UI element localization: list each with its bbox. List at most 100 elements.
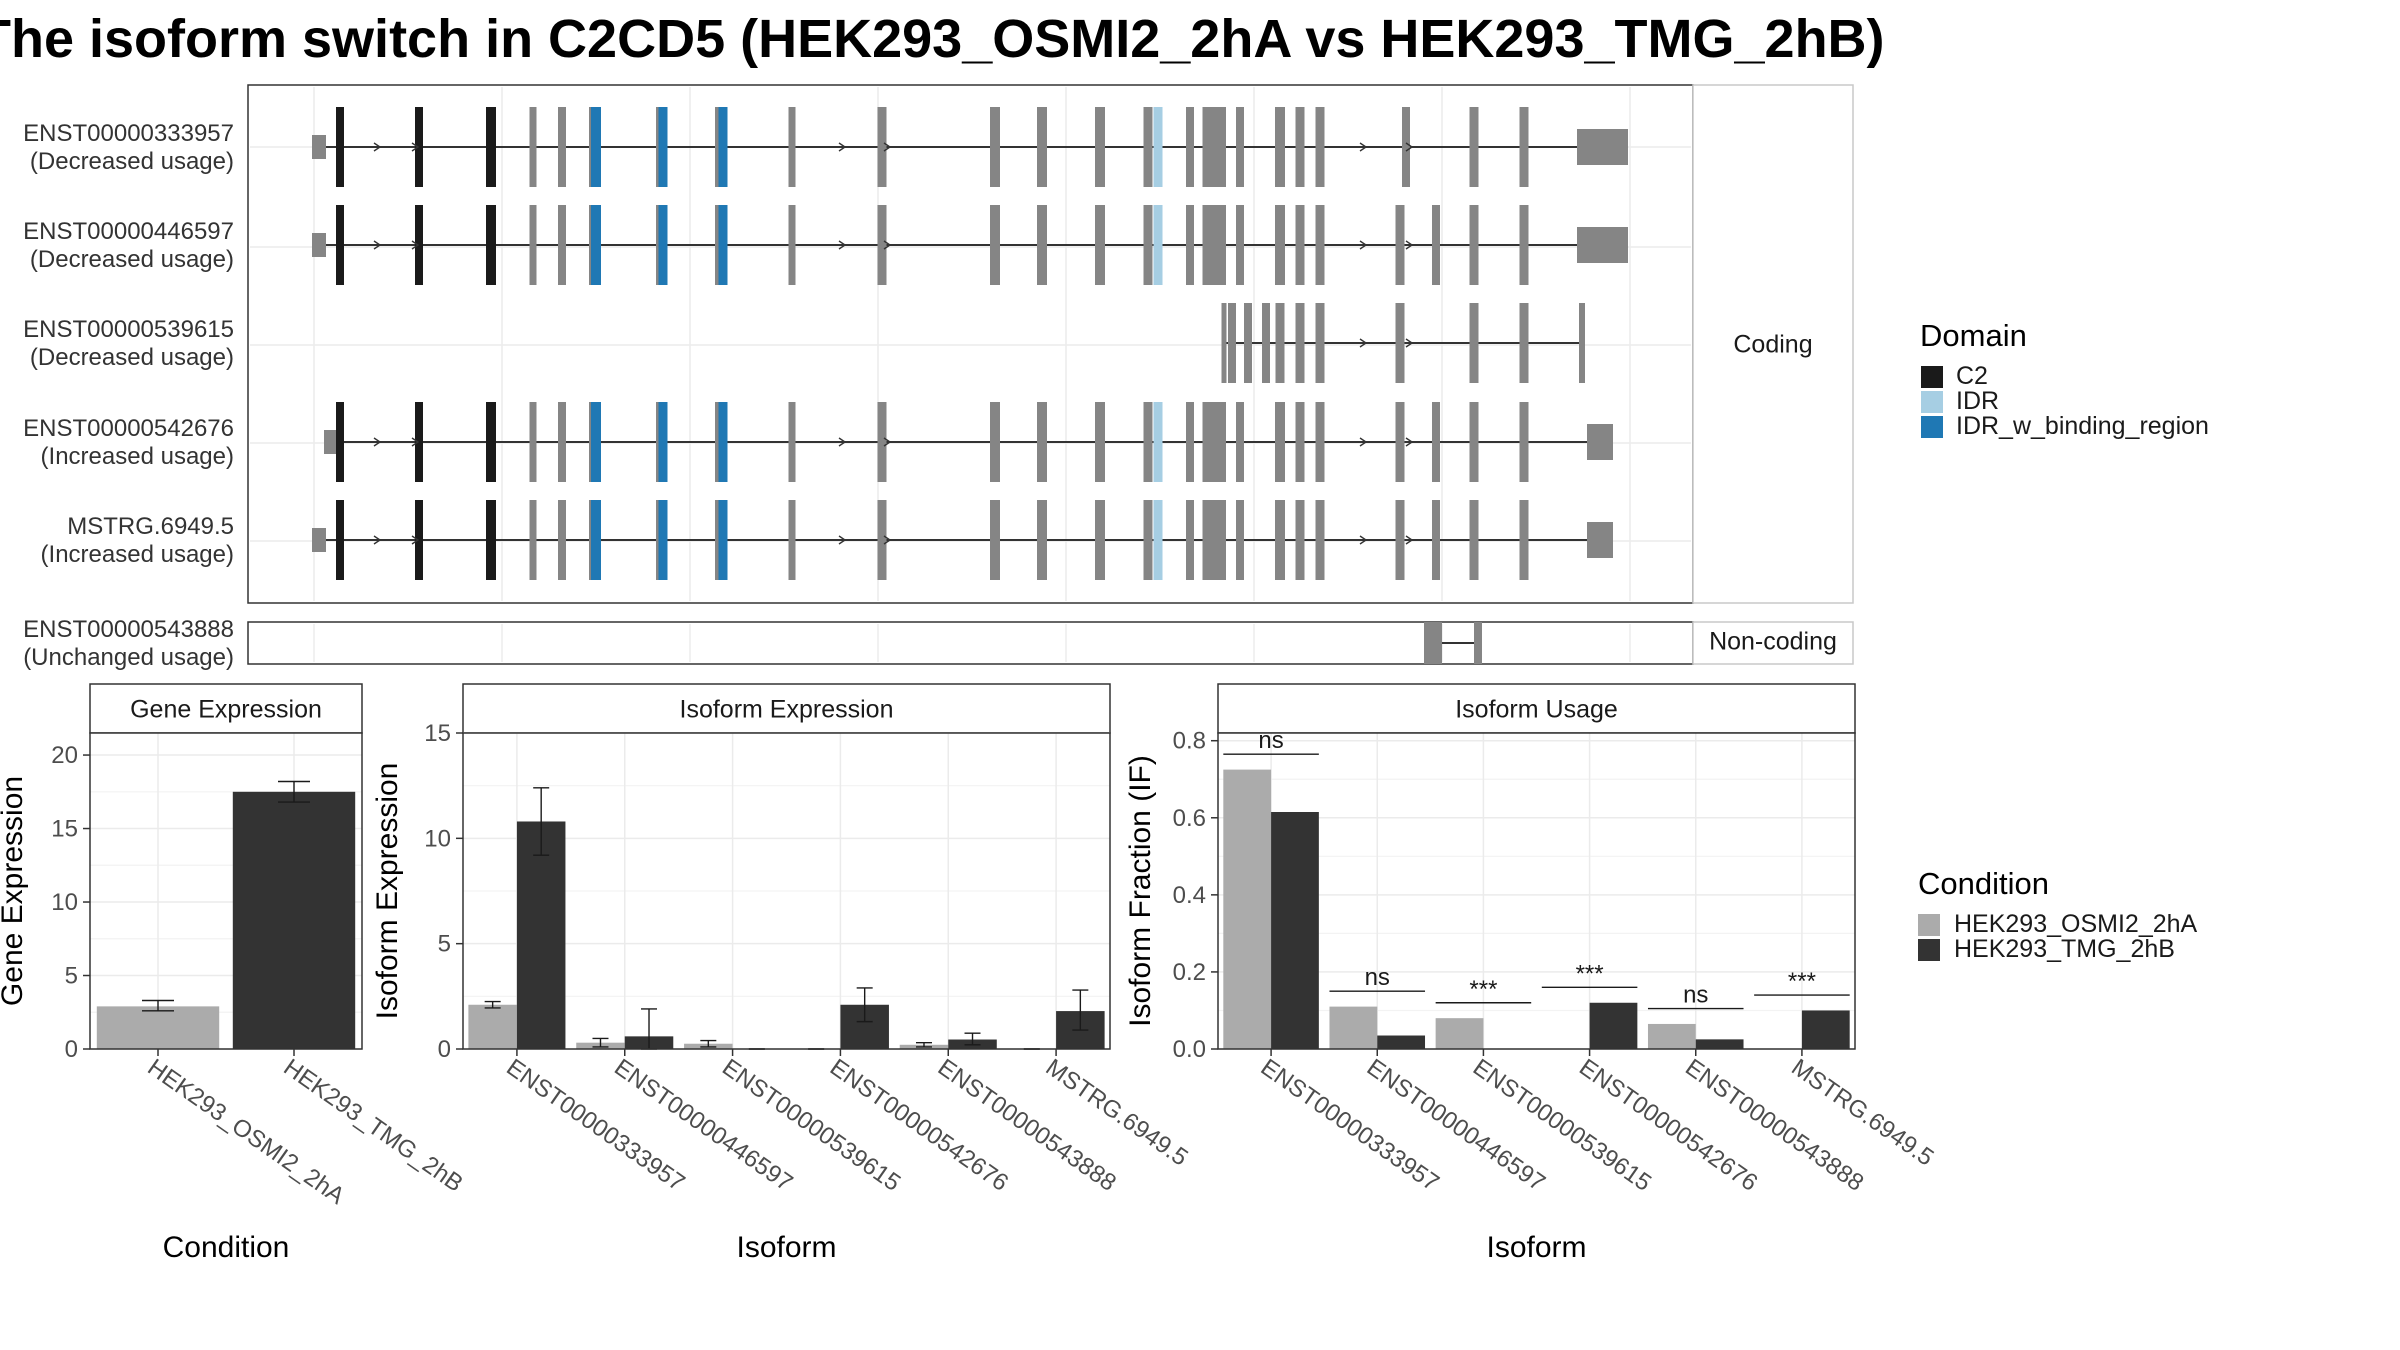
coding-exon [1315, 500, 1325, 580]
coding-exon [1519, 402, 1529, 482]
intron-direction-arrow [883, 142, 892, 152]
coding-exon [1186, 402, 1194, 482]
y-tick-label: 0.4 [1173, 882, 1206, 909]
condition-legend-key [1918, 914, 1940, 936]
coding-strip [1692, 84, 1854, 604]
x-tick-label-enst00000543888: ENST00000543888 [933, 1054, 1121, 1197]
idr-exon [1153, 205, 1163, 285]
idr-binding-exon [658, 205, 668, 285]
intron-direction-arrow [373, 535, 382, 545]
coding-exon [877, 402, 887, 482]
condition-legend-key [1918, 939, 1940, 961]
idr-binding-exon [591, 107, 601, 187]
significance-label: *** [1469, 976, 1497, 1003]
coding-exon [1244, 303, 1252, 383]
panel-title: Gene Expression [130, 696, 322, 724]
bar-enst00000542676-hek293-tmg-2hb [1589, 1002, 1638, 1049]
intron-direction-arrow [1405, 535, 1414, 545]
coding-strip-label: Coding [1733, 331, 1812, 359]
c2-domain-exon [336, 107, 344, 187]
y-tick-label: 0 [65, 1036, 78, 1063]
coding-exon [1218, 402, 1226, 482]
five-prime-utr [324, 430, 338, 454]
condition-legend-label: HEK293_TMG_2hB [1954, 935, 2175, 963]
intron-direction-arrow [1359, 437, 1368, 447]
transcript-labels: ENST00000333957(Decreased usage)ENST0000… [23, 120, 234, 671]
idr-binding-exon [658, 402, 668, 482]
coding-exon [877, 205, 887, 285]
coding-exon [1295, 205, 1305, 285]
coding-exon [1208, 107, 1220, 187]
coding-exon [1315, 303, 1325, 383]
coding-exon [1432, 205, 1440, 285]
coding-exon [788, 107, 796, 187]
coding-exon [1295, 402, 1305, 482]
x-axis-title: Isoform [736, 1231, 836, 1264]
idr-binding-exon [591, 205, 601, 285]
x-tick-label-enst00000539615: ENST00000539615 [717, 1054, 905, 1197]
y-tick-label: 15 [424, 720, 451, 747]
bar-enst00000446597-hek293-osmi2-2ha [1329, 1006, 1378, 1049]
coding-exon [1186, 107, 1194, 187]
intron-direction-arrow [411, 142, 420, 152]
coding-exon [1143, 107, 1153, 187]
idr-binding-exon [718, 500, 728, 580]
domain-legend-key [1921, 366, 1943, 388]
transcript-id-label: ENST00000543888 [23, 616, 234, 643]
intron-direction-arrow [883, 240, 892, 250]
coding-exon [1395, 402, 1405, 482]
intron-direction-arrow [1359, 338, 1368, 348]
y-tick-label: 10 [424, 825, 451, 852]
coding-exon [1469, 107, 1479, 187]
y-tick-label: 10 [51, 889, 78, 916]
coding-exon [1037, 402, 1047, 482]
coding-exon [1395, 303, 1405, 383]
plot-background [1218, 733, 1855, 1049]
coding-exon [529, 500, 537, 580]
coding-exon [1095, 205, 1105, 285]
x-axis-title: Condition [163, 1231, 290, 1264]
coding-exon [1519, 205, 1529, 285]
intron-direction-arrow [838, 142, 847, 152]
coding-exon [1236, 205, 1244, 285]
idr-binding-exon [658, 107, 668, 187]
coding-exon [1519, 107, 1529, 187]
intron-direction-arrow [373, 437, 382, 447]
coding-exon [1202, 107, 1210, 187]
transcript-id-label: ENST00000539615 [23, 316, 234, 343]
coding-exon [558, 402, 566, 482]
intron-direction-arrow [411, 240, 420, 250]
coding-exon [1095, 107, 1105, 187]
coding-exon [990, 402, 1000, 482]
three-prime-utr [1577, 227, 1628, 263]
bar-enst00000333957-hek293-osmi2-2ha [1223, 769, 1272, 1049]
noncoding-strip-label: Non-coding [1709, 628, 1837, 656]
coding-exon [1469, 500, 1479, 580]
coding-exon [1095, 402, 1105, 482]
coding-exon [558, 107, 566, 187]
intron-direction-arrow [1359, 142, 1368, 152]
transcript-structure-panel: Coding Non-coding ENST00000333957(Decrea… [23, 84, 1854, 671]
five-prime-utr [312, 233, 326, 257]
intron-direction-arrow [838, 535, 847, 545]
coding-exon [1402, 107, 1410, 187]
condition-legend-label: HEK293_OSMI2_2hA [1954, 910, 2198, 938]
coding-exon [1275, 500, 1285, 580]
y-axis-title: Isoform Fraction (IF) [1124, 755, 1157, 1027]
y-axis-title: Gene Expression [0, 776, 29, 1006]
x-tick-label-enst00000542676: ENST00000542676 [1574, 1054, 1762, 1197]
coding-exon [990, 107, 1000, 187]
coding-exon [1143, 402, 1153, 482]
coding-exon [1037, 500, 1047, 580]
coding-exon [1037, 205, 1047, 285]
five-prime-utr [312, 135, 326, 159]
coding-exon [529, 205, 537, 285]
coding-exon [1519, 303, 1529, 383]
bar-enst00000333957-hek293-osmi2-2ha [468, 1004, 517, 1049]
coding-exon [558, 205, 566, 285]
c2-domain-exon [336, 402, 344, 482]
x-axis-title: Isoform [1486, 1231, 1586, 1264]
coding-exon [558, 500, 566, 580]
domain-legend-key [1921, 416, 1943, 438]
coding-exon [1519, 500, 1529, 580]
